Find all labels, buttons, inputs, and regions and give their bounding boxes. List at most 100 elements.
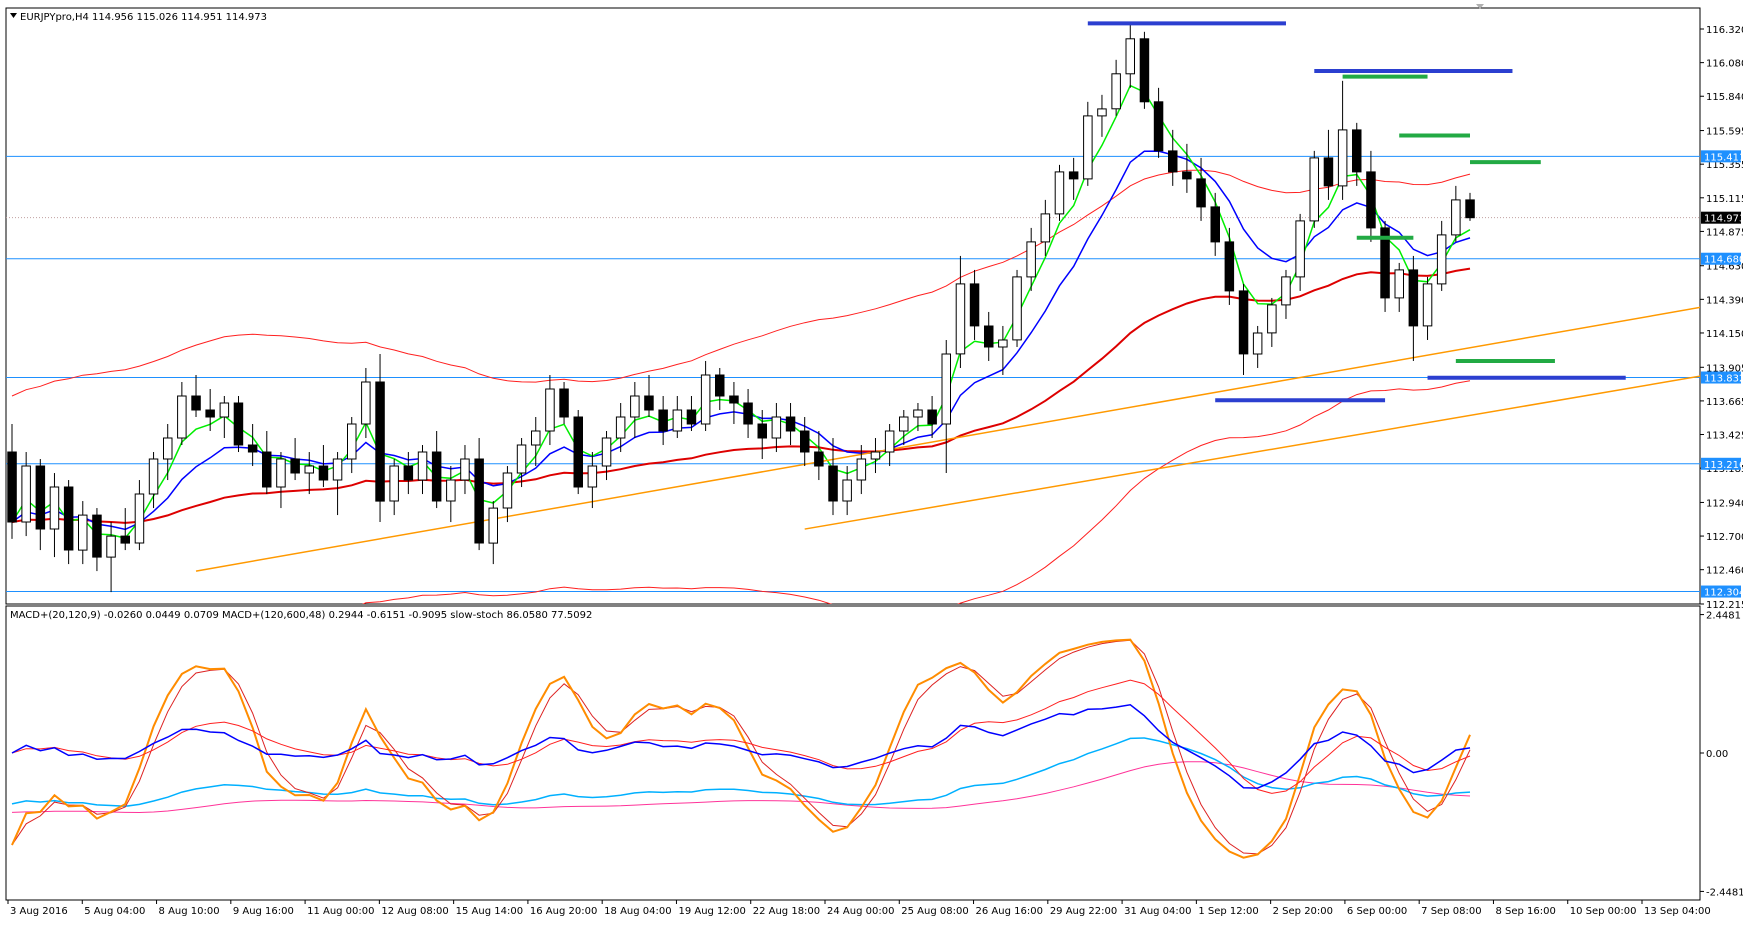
candle-1	[21, 465, 31, 523]
svg-text:114.973: 114.973	[1704, 214, 1743, 225]
candle-16	[233, 402, 244, 446]
level-tag-3: 113.216	[1701, 457, 1743, 471]
candle-31	[446, 479, 456, 502]
candle-66	[941, 353, 951, 425]
envelope-upper	[11, 169, 1471, 397]
candle-68	[969, 283, 980, 327]
candle-101	[1436, 234, 1447, 285]
indicator-tick-1: 0.00	[1706, 749, 1728, 760]
candle-85	[1210, 206, 1220, 243]
candle-78	[1111, 73, 1121, 110]
time-label-19: 7 Sep 08:00	[1421, 906, 1481, 917]
candle-28	[403, 465, 414, 481]
ma-fast-line	[11, 84, 1471, 539]
price-tick-11: 113.665	[1706, 397, 1743, 408]
price-tick-1: 116.080	[1706, 59, 1743, 70]
candle-64	[913, 409, 923, 418]
time-label-11: 24 Aug 00:00	[827, 906, 894, 917]
time-label-20: 8 Sep 16:00	[1495, 906, 1555, 917]
time-label-5: 12 Aug 08:00	[381, 906, 448, 917]
candle-83	[1182, 171, 1192, 180]
candle-77	[1097, 108, 1107, 117]
candle-57	[814, 451, 824, 467]
price-tick-16: 112.460	[1706, 566, 1743, 577]
time-label-14: 29 Aug 22:00	[1050, 906, 1117, 917]
candle-86	[1224, 241, 1235, 292]
stoch-signal-line	[11, 639, 1471, 855]
candle-2	[35, 465, 46, 530]
svg-text:113.832: 113.832	[1704, 374, 1743, 385]
candle-60	[856, 458, 867, 481]
price-tick-8: 114.390	[1706, 295, 1743, 306]
symbol-info: EURJPYpro,H4 114.956 115.026 114.951 114…	[20, 12, 267, 23]
price-tick-4: 115.355	[1706, 160, 1743, 171]
svg-text:113.216: 113.216	[1704, 460, 1743, 471]
candle-43	[615, 416, 626, 439]
candle-59	[842, 479, 852, 502]
candle-84	[1196, 178, 1206, 208]
candle-61	[870, 451, 881, 460]
time-label-13: 26 Aug 16:00	[976, 906, 1043, 917]
trendline-1	[804, 375, 1700, 530]
candle-8	[120, 535, 130, 544]
stoch-main-line	[11, 638, 1471, 859]
candle-42	[601, 437, 612, 467]
candle-50	[715, 374, 725, 397]
indicator-tick-0: 2.4481	[1706, 611, 1741, 622]
candle-35	[502, 472, 513, 509]
candle-80	[1139, 38, 1150, 103]
candle-58	[828, 465, 838, 502]
candle-47	[672, 409, 683, 432]
candle-12	[177, 395, 187, 439]
candle-37	[531, 430, 541, 446]
level-tag-4: 112.304	[1701, 585, 1743, 599]
candle-25	[361, 381, 371, 425]
time-label-22: 13 Sep 04:00	[1644, 906, 1711, 917]
time-label-16: 1 Sep 12:00	[1198, 906, 1258, 917]
candle-40	[573, 416, 583, 488]
candle-27	[389, 465, 399, 502]
price-tick-5: 115.115	[1706, 194, 1743, 205]
macd-slow-line	[11, 737, 1471, 808]
candle-99	[1408, 269, 1419, 327]
candle-9	[134, 493, 145, 544]
candle-74	[1054, 171, 1065, 215]
macd-fast-line	[11, 704, 1471, 789]
candle-32	[460, 458, 470, 481]
candle-54	[771, 416, 782, 439]
price-tick-6: 114.875	[1706, 227, 1743, 238]
indicator-info: MACD+(20,120,9) -0.0260 0.0449 0.0709 MA…	[10, 610, 592, 621]
candle-89	[1267, 304, 1277, 334]
price-panel-frame	[5, 7, 1701, 605]
candle-24	[347, 423, 357, 460]
candle-53	[757, 423, 767, 439]
candle-46	[658, 409, 668, 432]
candle-72	[1026, 241, 1036, 278]
level-tag-1: 114.680	[1701, 252, 1743, 266]
candle-21	[304, 465, 314, 474]
candle-79	[1125, 38, 1135, 75]
candle-7	[106, 535, 116, 558]
candle-0	[7, 451, 17, 523]
candle-44	[630, 395, 640, 418]
scroll-arrow-icon	[1476, 4, 1484, 9]
triangle-down-icon	[10, 13, 17, 18]
level-tag-0: 115.411	[1701, 150, 1743, 163]
candle-98	[1394, 269, 1404, 299]
price-tick-0: 116.320	[1706, 25, 1743, 36]
candle-51	[729, 395, 739, 404]
candle-67	[955, 283, 966, 355]
ma-slow-line	[11, 267, 1471, 524]
time-label-1: 5 Aug 04:00	[84, 906, 145, 917]
candle-93	[1323, 157, 1334, 187]
candle-75	[1068, 171, 1079, 180]
level-tag-2: 113.832	[1701, 371, 1743, 385]
candle-30	[431, 451, 442, 502]
price-plot	[6, 21, 1700, 604]
price-tick-9: 114.150	[1706, 329, 1743, 340]
indicator-tick-2: -2.4481	[1706, 887, 1743, 898]
candle-82	[1168, 150, 1178, 173]
candle-87	[1238, 290, 1249, 355]
